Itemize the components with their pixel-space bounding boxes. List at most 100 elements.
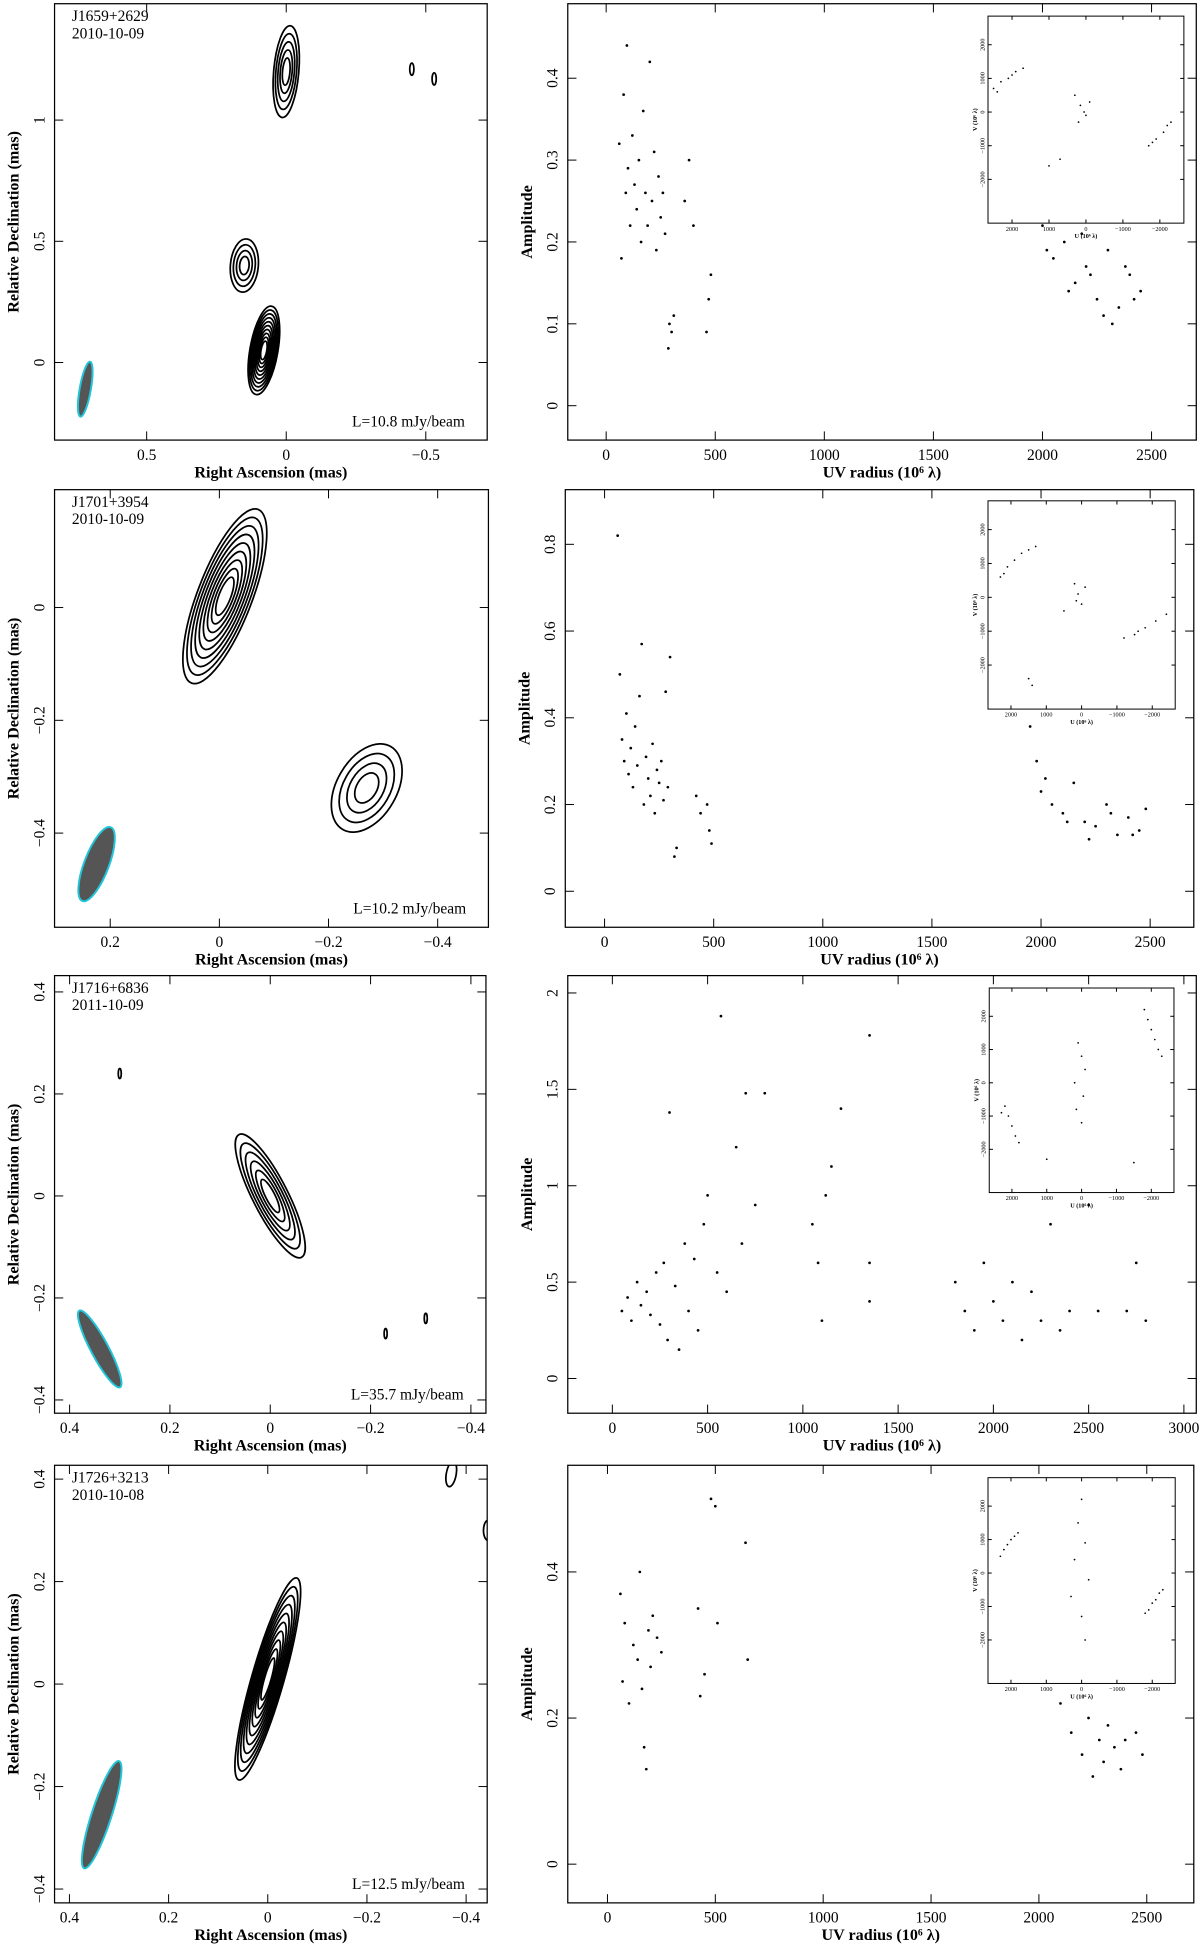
data-point [1137, 630, 1139, 633]
x-axis-title: UV radius (10⁶ λ) [822, 1927, 941, 1944]
data-point [696, 1328, 700, 1332]
plot-frame [987, 1477, 1176, 1684]
data-point [623, 1621, 627, 1625]
data-point [1160, 1055, 1163, 1058]
plot-area [992, 67, 1172, 167]
y-tick-label: −2000 [979, 171, 986, 187]
y-tick-label: 0 [981, 1081, 988, 1084]
x-tick-label: 0 [282, 447, 290, 464]
data-point [705, 330, 708, 334]
beam [77, 826, 116, 903]
contour-level [244, 1151, 296, 1241]
x-tick-label: 1000 [809, 447, 840, 464]
x-tick-label: 2000 [1006, 1195, 1018, 1202]
x-tick-label: 1500 [916, 934, 947, 951]
data-point [1080, 1055, 1083, 1058]
x-tick-label: 0 [1084, 226, 1087, 233]
data-point [824, 1194, 828, 1197]
data-point [1137, 829, 1141, 832]
data-point [839, 1107, 843, 1110]
source-name: J1659+2629 [72, 8, 149, 25]
data-point [1109, 811, 1113, 815]
data-point [1058, 1328, 1062, 1332]
data-point [1073, 1558, 1076, 1561]
data-point [655, 768, 659, 772]
x-axis-title: Right Ascension (mas) [194, 464, 347, 481]
contour-level [272, 24, 301, 119]
data-point [1031, 684, 1034, 687]
data-point [1132, 297, 1136, 301]
x-tick-label: 500 [704, 1910, 727, 1927]
contour-level [260, 1657, 276, 1701]
data-point [1080, 232, 1084, 236]
data-point [716, 1621, 719, 1625]
data-point [1151, 141, 1154, 144]
x-tick-label: 0.2 [160, 1420, 179, 1437]
data-point [1018, 1141, 1020, 1144]
x-axis-title: UV radius (10⁶ λ) [823, 464, 942, 481]
data-point [1154, 1598, 1157, 1601]
y-tick-label: 0 [542, 887, 559, 895]
data-point [953, 1280, 957, 1284]
data-point [1077, 1521, 1079, 1524]
data-point [1075, 599, 1078, 602]
data-point [1088, 101, 1091, 103]
data-point [1044, 777, 1047, 780]
contour-level [238, 255, 251, 276]
data-point [1128, 273, 1132, 277]
chart-panel: 0.4 0.2 0 −0.2 −0.4 0.4 0.2 0 −0.2 −0.4 Right Asce… [6, 1464, 488, 1944]
y-tick-label: 2000 [979, 1500, 986, 1512]
data-point [648, 60, 652, 64]
data-point [670, 330, 673, 334]
x-axis-title: Right Ascension (mas) [194, 1927, 347, 1944]
data-point [1011, 1280, 1014, 1284]
y-tick-label: −0.2 [31, 1284, 48, 1312]
x-tick-label: 0.5 [137, 447, 157, 464]
data-point [820, 1319, 824, 1323]
data-point [637, 158, 641, 162]
data-point [668, 655, 672, 659]
plot-area [616, 534, 1148, 858]
data-point [659, 759, 663, 763]
y-tick-label: 0.3 [545, 150, 562, 170]
data-point [1144, 626, 1147, 629]
x-axis-title: Right Ascension (mas) [194, 1437, 347, 1454]
x-tick-label: 1000 [1041, 1195, 1053, 1202]
x-tick-label: 0 [608, 1420, 616, 1437]
data-point [622, 759, 626, 763]
plot-area [80, 1465, 488, 1870]
data-point [627, 772, 630, 776]
y-tick-label: 0 [31, 1680, 48, 1688]
plot-frame [53, 974, 487, 1414]
y-tick-label: −1000 [979, 623, 986, 639]
x-tick-label: 2000 [1027, 447, 1058, 464]
x-tick-label: −0.2 [314, 934, 342, 951]
data-point [618, 673, 622, 676]
data-point [651, 1614, 655, 1618]
y-tick-label: 0.5 [545, 1272, 562, 1292]
data-point [1014, 1135, 1017, 1137]
plot-area [999, 545, 1168, 687]
data-point [992, 1300, 995, 1303]
data-point [1123, 637, 1125, 639]
x-tick-label: −2000 [1143, 1195, 1159, 1202]
y-tick-label: 0 [979, 596, 986, 599]
data-point [657, 175, 660, 178]
data-point [659, 216, 663, 219]
data-point [677, 1348, 681, 1351]
data-point [719, 1014, 723, 1018]
y-tick-label: 0 [31, 358, 48, 366]
chart-panel: 0.5 0 −0.5 0 0.5 1 Right Ascension (mas) Relati… [6, 3, 488, 481]
data-point [1157, 1048, 1160, 1051]
x-tick-label: 2000 [1005, 1686, 1017, 1693]
data-point [1106, 1723, 1110, 1727]
contour-level [117, 1067, 123, 1080]
x-axis-title: UV radius (10⁶ λ) [823, 1437, 942, 1454]
plot-area [77, 507, 403, 903]
data-point [644, 191, 647, 195]
data-point [687, 158, 691, 162]
peak-level: L=35.7 mJy/beam [351, 1386, 464, 1403]
epoch: 2011-10-09 [72, 997, 144, 1014]
data-point [710, 842, 713, 845]
data-point [649, 1313, 652, 1317]
